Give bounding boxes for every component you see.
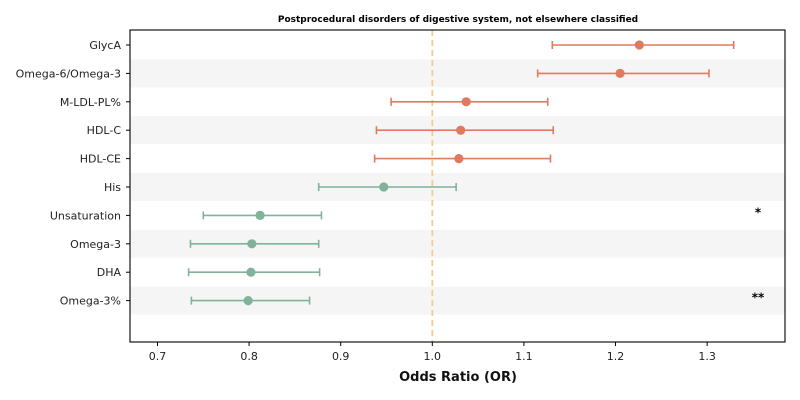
x-tick-label: 0.9 [332, 350, 350, 363]
plot-border [129, 29, 786, 343]
or-point [379, 182, 389, 192]
x-tick-label: 1.3 [698, 350, 716, 363]
row-label: HDL-CE [80, 153, 121, 166]
or-point [461, 97, 471, 107]
point-estimates [243, 40, 644, 306]
significance-marks: *** [752, 205, 765, 304]
or-point [456, 125, 466, 135]
row-label: His [104, 181, 121, 194]
x-tick-label: 1.0 [424, 350, 442, 363]
plot-frame [126, 29, 786, 343]
row-label: Unsaturation [50, 209, 121, 222]
x-axis-label: Odds Ratio (OR) [399, 370, 517, 385]
significance-mark: ** [752, 291, 765, 305]
row-label: Omega-3 [70, 238, 121, 251]
row-label: DHA [97, 266, 122, 279]
or-point [454, 154, 464, 164]
chart-title: Postprocedural disorders of digestive sy… [278, 15, 638, 25]
or-point [255, 210, 265, 220]
significance-mark: * [755, 205, 762, 219]
or-point [615, 68, 625, 78]
row-label: Omega-6/Omega-3 [16, 67, 121, 80]
row-label: GlycA [89, 39, 121, 52]
row-label: Omega-3% [60, 295, 121, 308]
row-label: M-LDL-PL% [60, 96, 121, 109]
row-bands [130, 59, 785, 315]
x-tick-label: 1.2 [607, 350, 625, 363]
or-point [246, 267, 256, 277]
x-axis-ticks: 0.7 0.8 0.9 1.0 1.1 1.2 1.3 [149, 342, 716, 363]
x-tick-label: 0.8 [240, 350, 258, 363]
x-tick-label: 1.1 [515, 350, 533, 363]
or-point [243, 296, 253, 306]
y-axis-labels: GlycA Omega-6/Omega-3 M-LDL-PL% HDL-C HDL-CE… [16, 39, 122, 308]
or-point [634, 40, 644, 50]
row-band [130, 173, 785, 201]
x-tick-label: 0.7 [149, 350, 167, 363]
or-point [247, 239, 257, 249]
row-label: HDL-C [87, 124, 122, 137]
